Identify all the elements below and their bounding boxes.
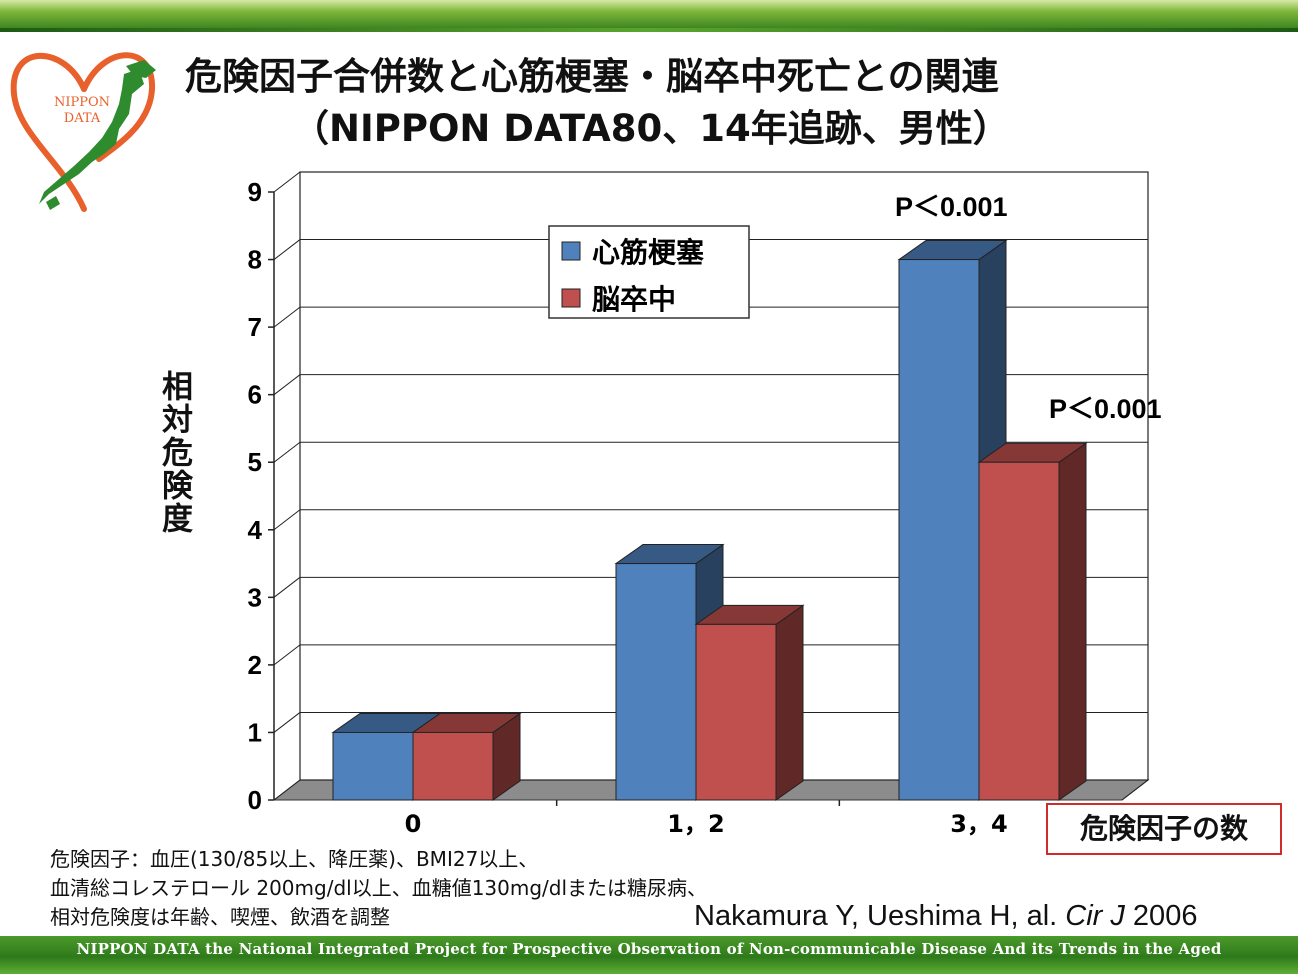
bar-mi-0 (332, 731, 414, 801)
category-label-layer: 0 1，2 3，4 (405, 810, 1008, 838)
y-tick-label: 4 (248, 515, 263, 545)
side-wall-line (273, 374, 301, 396)
bar-mi-2 (898, 259, 980, 801)
y-tick-layer: 0 1 2 3 4 5 6 7 8 9 (248, 177, 263, 815)
y-tick-label: 9 (248, 177, 262, 207)
footer-text: NIPPON DATA the National Integrated Proj… (76, 940, 1222, 958)
y-axis-label: 相対危険度 (156, 370, 192, 535)
y-tick-label: 7 (248, 312, 262, 342)
legend: 心筋梗塞 脳卒中 (548, 225, 750, 319)
legend-swatch-1 (561, 241, 581, 261)
x-tick-label: 1，2 (667, 810, 724, 838)
side-wall-line (273, 576, 301, 598)
bottom-band (0, 936, 1298, 974)
y-tick-label: 0 (248, 785, 262, 815)
side-wall-line (273, 441, 301, 463)
annotation-p-value-2: P＜0.001 (1049, 394, 1162, 424)
note-line-2: 血清総コレステロール 200mg/dl以上、血糖値130mg/dlまたは糖尿病、 (50, 876, 708, 900)
side-wall-line (273, 644, 301, 666)
x-tick-label: 0 (405, 810, 422, 838)
y-tick-label: 8 (248, 245, 262, 275)
floor-edge (1121, 779, 1149, 801)
side-wall-line (273, 306, 301, 328)
y-tick-label: 6 (248, 380, 262, 410)
legend-swatch-2 (561, 288, 581, 308)
citation-year: 2006 (1124, 900, 1198, 932)
bar-stroke-0 (412, 731, 494, 801)
bar-side-2 (1058, 442, 1087, 801)
top-band (0, 0, 1298, 32)
notes: 危険因子：血圧(130/85以上、降圧薬)、BMI27以上、 血清総コレステロー… (50, 845, 707, 932)
bar-stroke-1 (695, 623, 777, 801)
legend-label-2: 脳卒中 (592, 283, 676, 316)
bar-mi-1 (615, 563, 697, 801)
note-line-3: 相対危険度は年齢、喫煙、飲酒を調整 (50, 905, 390, 929)
citation: Nakamura Y, Ueshima H, al. Cir J 2006 (694, 900, 1197, 933)
legend-frame (548, 225, 750, 319)
x-axis-label: 危険因子の数 (1046, 803, 1282, 855)
logo-text-line2: DATA (64, 111, 101, 126)
side-wall-line (273, 712, 301, 733)
bar-layer (331, 239, 1088, 801)
y-tick-label: 3 (248, 582, 262, 612)
side-wall-line (273, 239, 301, 260)
annotation-p-value-1: P＜0.001 (895, 192, 1008, 222)
citation-journal: Cir J (1065, 900, 1125, 932)
chart-subtitle: （NIPPON DATA80、14年追跡、男性） (292, 107, 1010, 150)
y-tick-label: 2 (248, 650, 262, 680)
top-band-line (0, 28, 1298, 32)
x-tick-label: 3，4 (950, 810, 1007, 838)
nippon-data-logo: NIPPON DATA (10, 52, 156, 212)
side-wall-line (273, 509, 301, 531)
legend-label-1: 心筋梗塞 (592, 236, 704, 269)
note-line-1: 危険因子：血圧(130/85以上、降圧薬)、BMI27以上、 (50, 847, 539, 871)
chart-title: 危険因子合併数と心筋梗塞・脳卒中死亡との関連 (185, 55, 999, 98)
logo-text-line1: NIPPON (54, 95, 110, 110)
y-tick-label: 5 (248, 447, 262, 477)
bar-stroke-2 (978, 461, 1060, 801)
side-wall-line (273, 779, 301, 801)
citation-authors: Nakamura Y, Ueshima H, al. (694, 900, 1066, 932)
side-wall-line (273, 171, 301, 193)
y-tick-label: 1 (248, 717, 262, 747)
bar-side-2 (775, 604, 804, 801)
